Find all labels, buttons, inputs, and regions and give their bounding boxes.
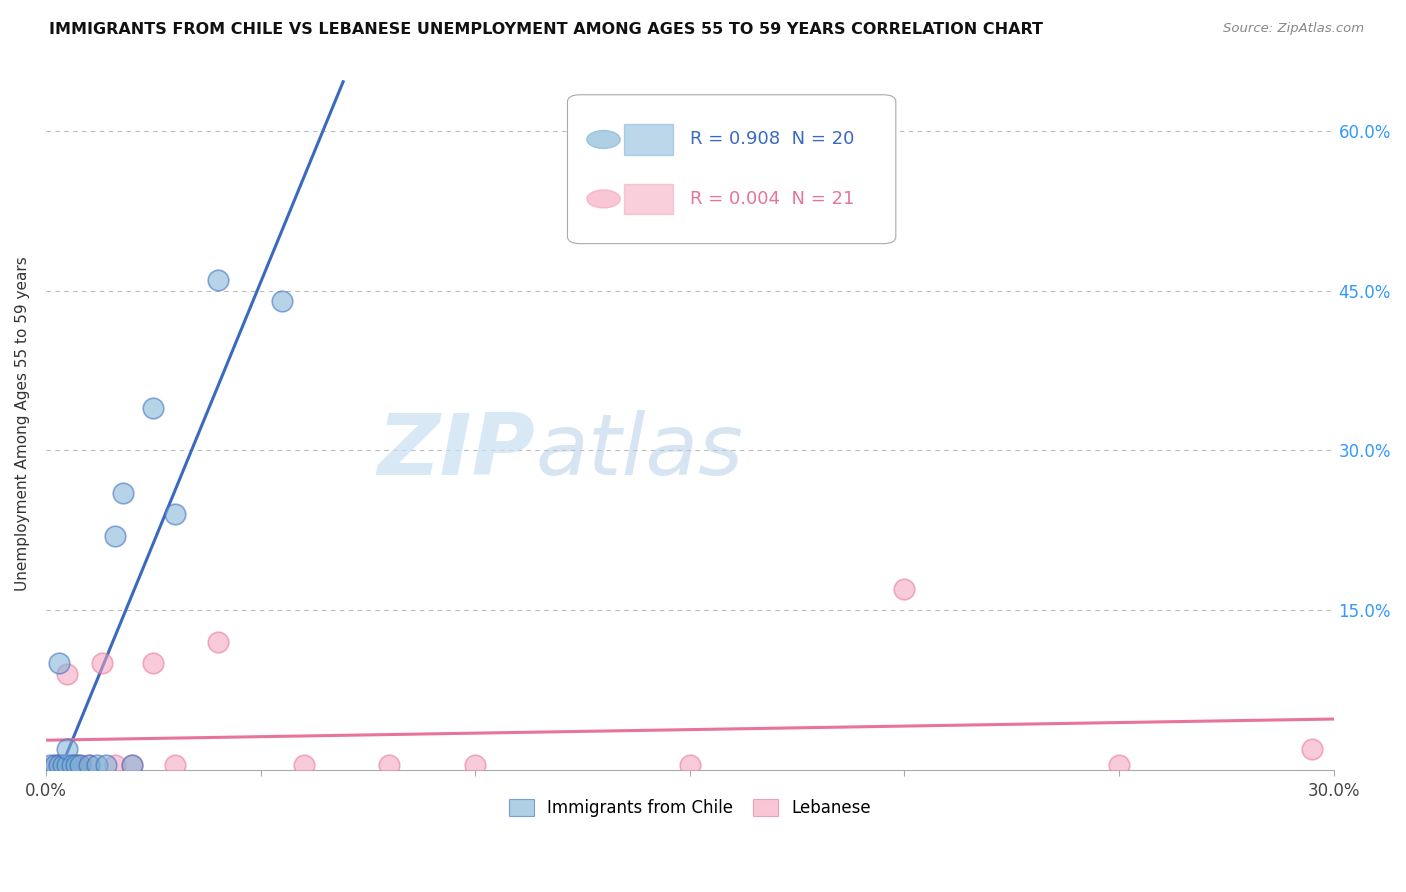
Point (52, 757, 75, 772)
Point (65, 757, 87, 772)
Text: ZIP: ZIP (378, 410, 536, 493)
Point (112, 486, 135, 500)
Circle shape (586, 190, 620, 208)
Text: R = 0.908  N = 20: R = 0.908 N = 20 (690, 130, 855, 148)
Point (163, 757, 186, 772)
Point (207, 635, 229, 649)
Point (44, 757, 66, 772)
Point (292, 757, 315, 772)
Point (60, 757, 83, 772)
Point (90, 657, 112, 671)
Point (48, 757, 70, 772)
FancyBboxPatch shape (568, 95, 896, 244)
Text: IMMIGRANTS FROM CHILE VS LEBANESE UNEMPLOYMENT AMONG AGES 55 TO 59 YEARS CORRELA: IMMIGRANTS FROM CHILE VS LEBANESE UNEMPL… (49, 22, 1043, 37)
Point (1108, 757, 1130, 772)
Point (1301, 741, 1323, 756)
Y-axis label: Unemployment Among Ages 55 to 59 years: Unemployment Among Ages 55 to 59 years (15, 256, 30, 591)
Point (52, 757, 75, 772)
Bar (624, 184, 673, 214)
Point (207, 273, 229, 287)
Point (142, 401, 165, 415)
Point (77, 757, 100, 772)
Point (48, 657, 70, 671)
Point (77, 757, 100, 772)
Point (56, 757, 79, 772)
Point (86, 757, 108, 772)
Point (121, 757, 143, 772)
Point (94, 757, 117, 772)
Point (56, 741, 79, 756)
Point (378, 757, 401, 772)
Point (679, 757, 702, 772)
Text: atlas: atlas (536, 410, 744, 493)
Point (60, 757, 83, 772)
Point (44, 757, 66, 772)
Bar (624, 124, 673, 154)
Point (69, 757, 91, 772)
Text: R = 0.004  N = 21: R = 0.004 N = 21 (690, 190, 855, 208)
Legend: Immigrants from Chile, Lebanese: Immigrants from Chile, Lebanese (502, 792, 877, 824)
Text: Source: ZipAtlas.com: Source: ZipAtlas.com (1223, 22, 1364, 36)
Point (104, 528, 127, 542)
Point (163, 508, 186, 522)
Point (65, 757, 87, 772)
Circle shape (586, 130, 620, 148)
Point (48, 757, 70, 772)
Point (56, 667, 79, 681)
Point (69, 757, 91, 772)
Point (271, 294, 294, 309)
Point (104, 757, 127, 772)
Point (142, 657, 165, 671)
Point (893, 582, 915, 596)
Point (464, 757, 486, 772)
Point (39, 757, 62, 772)
Point (121, 757, 143, 772)
